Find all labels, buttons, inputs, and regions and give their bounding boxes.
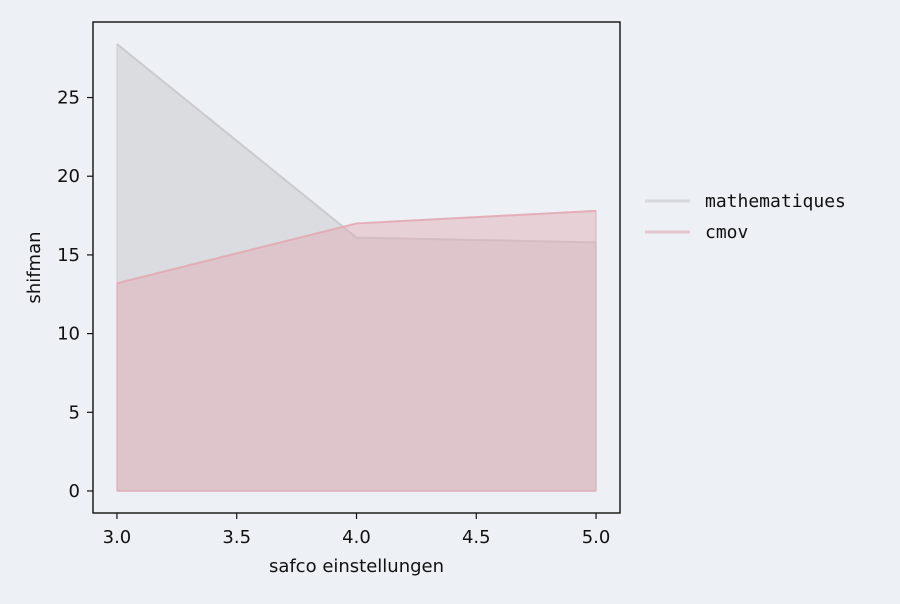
x-tick-label: 4.5 (462, 527, 491, 548)
y-tick-label: 25 (57, 88, 80, 109)
legend-label-mathematiques: mathematiques (705, 191, 846, 212)
x-axis-ticks: 3.0 3.5 4.0 4.5 5.0 (103, 513, 611, 548)
x-tick-label: 5.0 (582, 527, 611, 548)
legend: mathematiques cmov (645, 191, 846, 243)
series-line-mathematiques (116, 43, 597, 244)
y-axis-label: shifman (24, 231, 45, 303)
y-tick-label: 10 (57, 324, 80, 345)
y-tick-label: 5 (69, 402, 80, 423)
y-tick-label: 15 (57, 245, 80, 266)
x-axis-label: safco einstellungen (269, 556, 444, 577)
x-tick-label: 3.0 (103, 527, 132, 548)
x-tick-label: 4.0 (342, 527, 371, 548)
y-tick-label: 20 (57, 166, 80, 187)
area-fill-cmov (116, 210, 597, 491)
legend-label-cmov: cmov (705, 222, 748, 243)
y-axis-ticks: 0 5 10 15 20 25 (57, 88, 93, 502)
series-line-cmov (116, 209, 597, 285)
x-tick-label: 3.5 (222, 527, 251, 548)
series-layer (116, 43, 597, 492)
area-fill-mathematiques (116, 44, 597, 491)
y-tick-label: 0 (69, 481, 80, 502)
